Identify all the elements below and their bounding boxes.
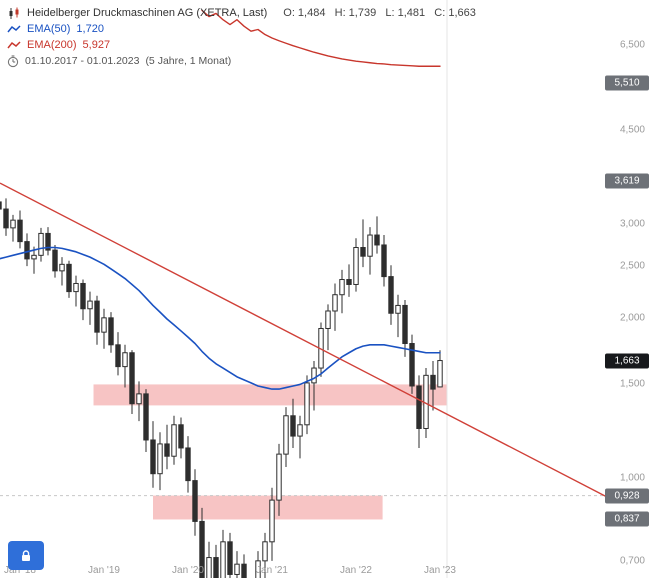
clock-icon	[7, 54, 19, 67]
date-range-duration: (5 Jahre, 1 Monat)	[145, 55, 232, 67]
ema200-line[interactable]	[201, 9, 441, 67]
candles-series	[0, 198, 443, 578]
ema50-label: EMA(50)	[27, 23, 71, 35]
ema50-line-icon	[7, 25, 21, 33]
ema50-line[interactable]	[0, 246, 441, 390]
ema200-line-icon	[7, 41, 21, 49]
ohlc-values: O: 1,484 H: 1,739 L: 1,481 C: 1,663	[283, 7, 476, 19]
trendline[interactable]	[0, 182, 608, 498]
lock-icon	[22, 549, 30, 561]
date-range-row[interactable]: 01.10.2017 - 01.01.2023 (5 Jahre, 1 Mona…	[7, 53, 476, 69]
ema200-legend-row[interactable]: EMA(200) 5,927	[7, 37, 476, 53]
date-range: 01.10.2017 - 01.01.2023	[25, 55, 140, 67]
candlestick-icon	[9, 7, 19, 19]
ema200-value: 5,927	[82, 39, 111, 51]
ema200-label: EMA(200)	[27, 39, 77, 51]
instrument-title: Heidelberger Druckmaschinen AG (XETRA, L…	[27, 7, 268, 19]
instrument-legend-row[interactable]: Heidelberger Druckmaschinen AG (XETRA, L…	[7, 5, 476, 21]
chart-legend: Heidelberger Druckmaschinen AG (XETRA, L…	[7, 5, 476, 69]
support-zones[interactable]	[93, 384, 448, 520]
lock-button[interactable]	[8, 541, 44, 570]
ema50-value: 1,720	[76, 23, 104, 35]
ema50-legend-row[interactable]: EMA(50) 1,720	[7, 21, 476, 37]
